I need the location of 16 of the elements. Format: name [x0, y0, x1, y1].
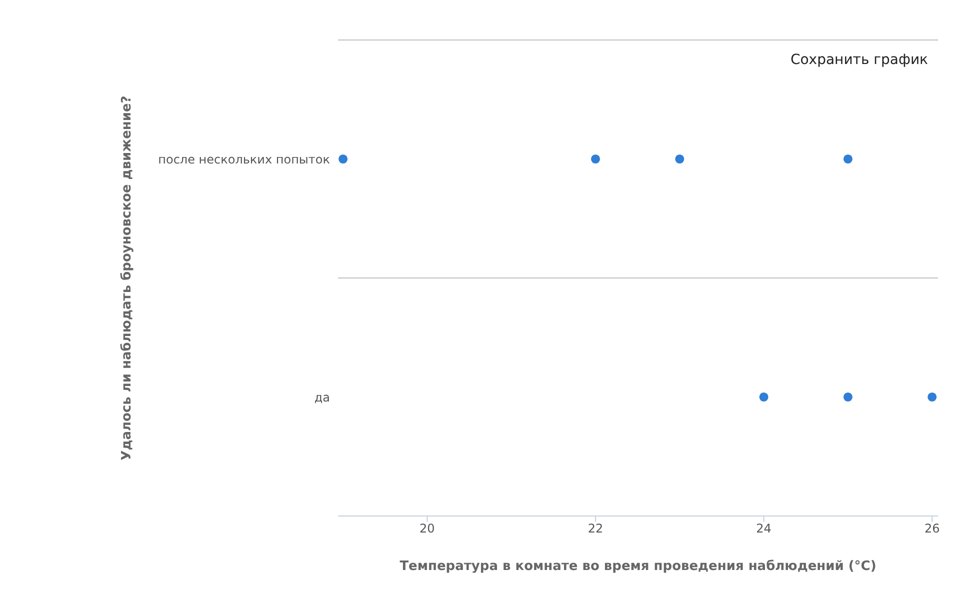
annotation: Сохранить график	[790, 52, 928, 68]
y-axis-title: Удалось ли наблюдать броуновское движение?	[120, 96, 135, 460]
x-tick-label: 26	[924, 522, 940, 536]
point	[843, 392, 852, 402]
point	[590, 154, 600, 164]
point	[338, 154, 348, 164]
x-tick-label: 24	[756, 522, 772, 536]
point	[928, 392, 937, 402]
point	[843, 154, 852, 164]
y-tick-label: да	[314, 390, 330, 404]
x-axis-title: Температура в комнате во время проведения наблюдений (°C)	[400, 559, 876, 574]
y-tick-label: после нескольких попыток	[158, 152, 330, 166]
x-tick-label: 22	[588, 522, 604, 536]
x-tick-label: 20	[420, 522, 435, 536]
point	[759, 392, 768, 402]
point	[675, 154, 684, 164]
